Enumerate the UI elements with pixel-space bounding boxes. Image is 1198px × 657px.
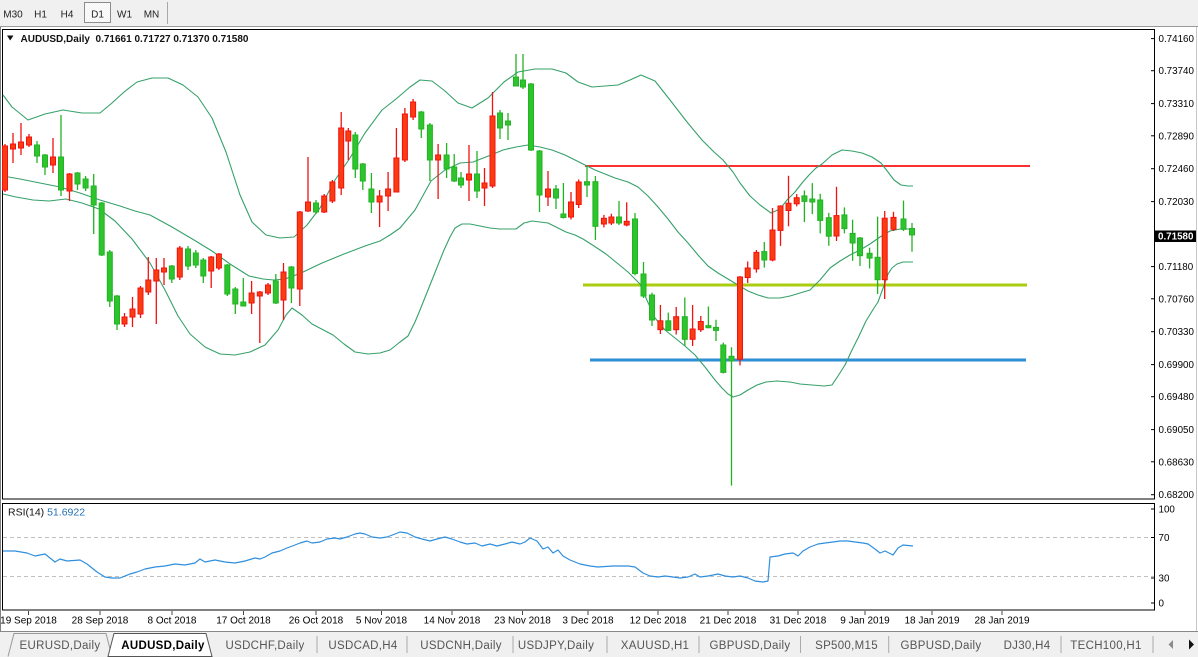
svg-text:TECH100,H1: TECH100,H1 (1070, 640, 1141, 652)
svg-text:H4: H4 (61, 10, 74, 21)
svg-text:28 Sep 2018: 28 Sep 2018 (72, 616, 129, 627)
svg-text:28 Jan 2019: 28 Jan 2019 (974, 616, 1029, 627)
svg-text:0.70760: 0.70760 (1159, 294, 1195, 305)
svg-text:0.74160: 0.74160 (1159, 34, 1195, 45)
svg-text:EURUSD,Daily: EURUSD,Daily (20, 640, 101, 652)
svg-text:AUDUSD,Daily: AUDUSD,Daily (121, 640, 205, 652)
svg-text:0.71180: 0.71180 (1159, 262, 1194, 273)
svg-text:GBPUSD,Daily: GBPUSD,Daily (901, 640, 982, 652)
svg-text:5 Nov 2018: 5 Nov 2018 (356, 616, 408, 627)
svg-text:0.72890: 0.72890 (1159, 131, 1195, 142)
svg-text:30: 30 (1159, 574, 1170, 585)
svg-text:0.72460: 0.72460 (1159, 164, 1195, 175)
svg-text:USDJPY,Daily: USDJPY,Daily (518, 640, 594, 652)
svg-text:31 Dec 2018: 31 Dec 2018 (770, 616, 827, 627)
svg-text:14 Nov 2018: 14 Nov 2018 (424, 616, 481, 627)
svg-text:0.69480: 0.69480 (1159, 392, 1195, 403)
svg-text:18 Jan 2019: 18 Jan 2019 (904, 616, 959, 627)
svg-text:M30: M30 (3, 10, 23, 21)
svg-text:USDCAD,H4: USDCAD,H4 (328, 640, 397, 652)
svg-text:XAUUSD,H1: XAUUSD,H1 (621, 640, 690, 652)
svg-text:70: 70 (1159, 533, 1170, 544)
svg-text:19 Sep 2018: 19 Sep 2018 (0, 616, 57, 627)
svg-text:0.68200: 0.68200 (1159, 490, 1195, 501)
svg-text:0.73310: 0.73310 (1159, 99, 1195, 110)
svg-text:D1: D1 (91, 10, 104, 21)
svg-text:23 Nov 2018: 23 Nov 2018 (494, 616, 551, 627)
svg-text:SP500,M15: SP500,M15 (815, 640, 878, 652)
svg-text:0.71580: 0.71580 (1158, 232, 1194, 243)
svg-text:0.72030: 0.72030 (1159, 197, 1195, 208)
svg-text:17 Oct 2018: 17 Oct 2018 (216, 616, 271, 627)
svg-text:8 Oct 2018: 8 Oct 2018 (148, 616, 197, 627)
svg-text:26 Oct 2018: 26 Oct 2018 (289, 616, 344, 627)
svg-text:MN: MN (144, 10, 160, 21)
svg-text:3 Dec 2018: 3 Dec 2018 (562, 616, 614, 627)
svg-text:USDCHF,Daily: USDCHF,Daily (226, 640, 305, 652)
svg-text:9 Jan 2019: 9 Jan 2019 (840, 616, 890, 627)
svg-text:100: 100 (1159, 505, 1176, 516)
svg-text:0.73740: 0.73740 (1159, 66, 1195, 77)
svg-text:0.69050: 0.69050 (1159, 425, 1195, 436)
svg-text:21 Dec 2018: 21 Dec 2018 (700, 616, 757, 627)
svg-text:H1: H1 (34, 10, 47, 21)
svg-text:12 Dec 2018: 12 Dec 2018 (630, 616, 687, 627)
svg-text:0.69900: 0.69900 (1159, 360, 1195, 371)
svg-text:0: 0 (1159, 599, 1165, 610)
svg-text:RSI(14) 51.6922: RSI(14) 51.6922 (8, 507, 85, 519)
svg-text:AUDUSD,Daily 0.71661 0.71727: AUDUSD,Daily 0.71661 0.71727 0.71370 0.7… (21, 34, 249, 45)
svg-text:W1: W1 (117, 10, 132, 21)
svg-text:0.70330: 0.70330 (1159, 327, 1195, 338)
svg-text:DJ30,H4: DJ30,H4 (1004, 640, 1051, 652)
svg-text:GBPUSD,Daily: GBPUSD,Daily (710, 640, 791, 652)
svg-text:0.68630: 0.68630 (1159, 457, 1195, 468)
svg-text:USDCNH,Daily: USDCNH,Daily (420, 640, 502, 652)
